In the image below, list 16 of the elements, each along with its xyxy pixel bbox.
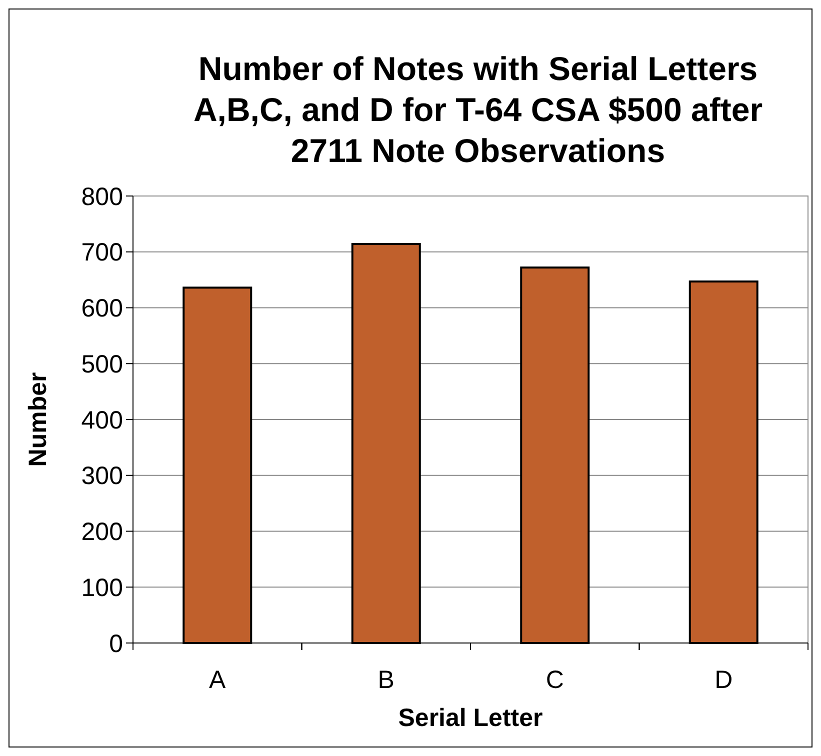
y-tick-label: 700 <box>81 238 123 267</box>
x-tick-label: B <box>378 666 394 694</box>
y-tick-label: 500 <box>81 350 123 378</box>
y-tick-label: 300 <box>81 462 123 490</box>
chart-title: Number of Notes with Serial Letters A,B,C, and D for T-64 CSA $500 after 2711 Note Observations <box>193 50 763 169</box>
y-tick-label: 800 <box>81 182 123 211</box>
x-tick-label: D <box>714 666 733 694</box>
y-tick-label: 400 <box>81 406 123 434</box>
x-tick-label: A <box>209 666 226 694</box>
y-tick-label: 100 <box>81 574 123 602</box>
y-tick-label: 600 <box>81 294 123 322</box>
y-tick-label: 200 <box>81 518 123 546</box>
x-tick-label: C <box>546 666 564 694</box>
y-axis-title: Number <box>24 372 52 467</box>
y-tick-label: 0 <box>109 630 123 658</box>
x-axis-title: Serial Letter <box>398 704 544 732</box>
